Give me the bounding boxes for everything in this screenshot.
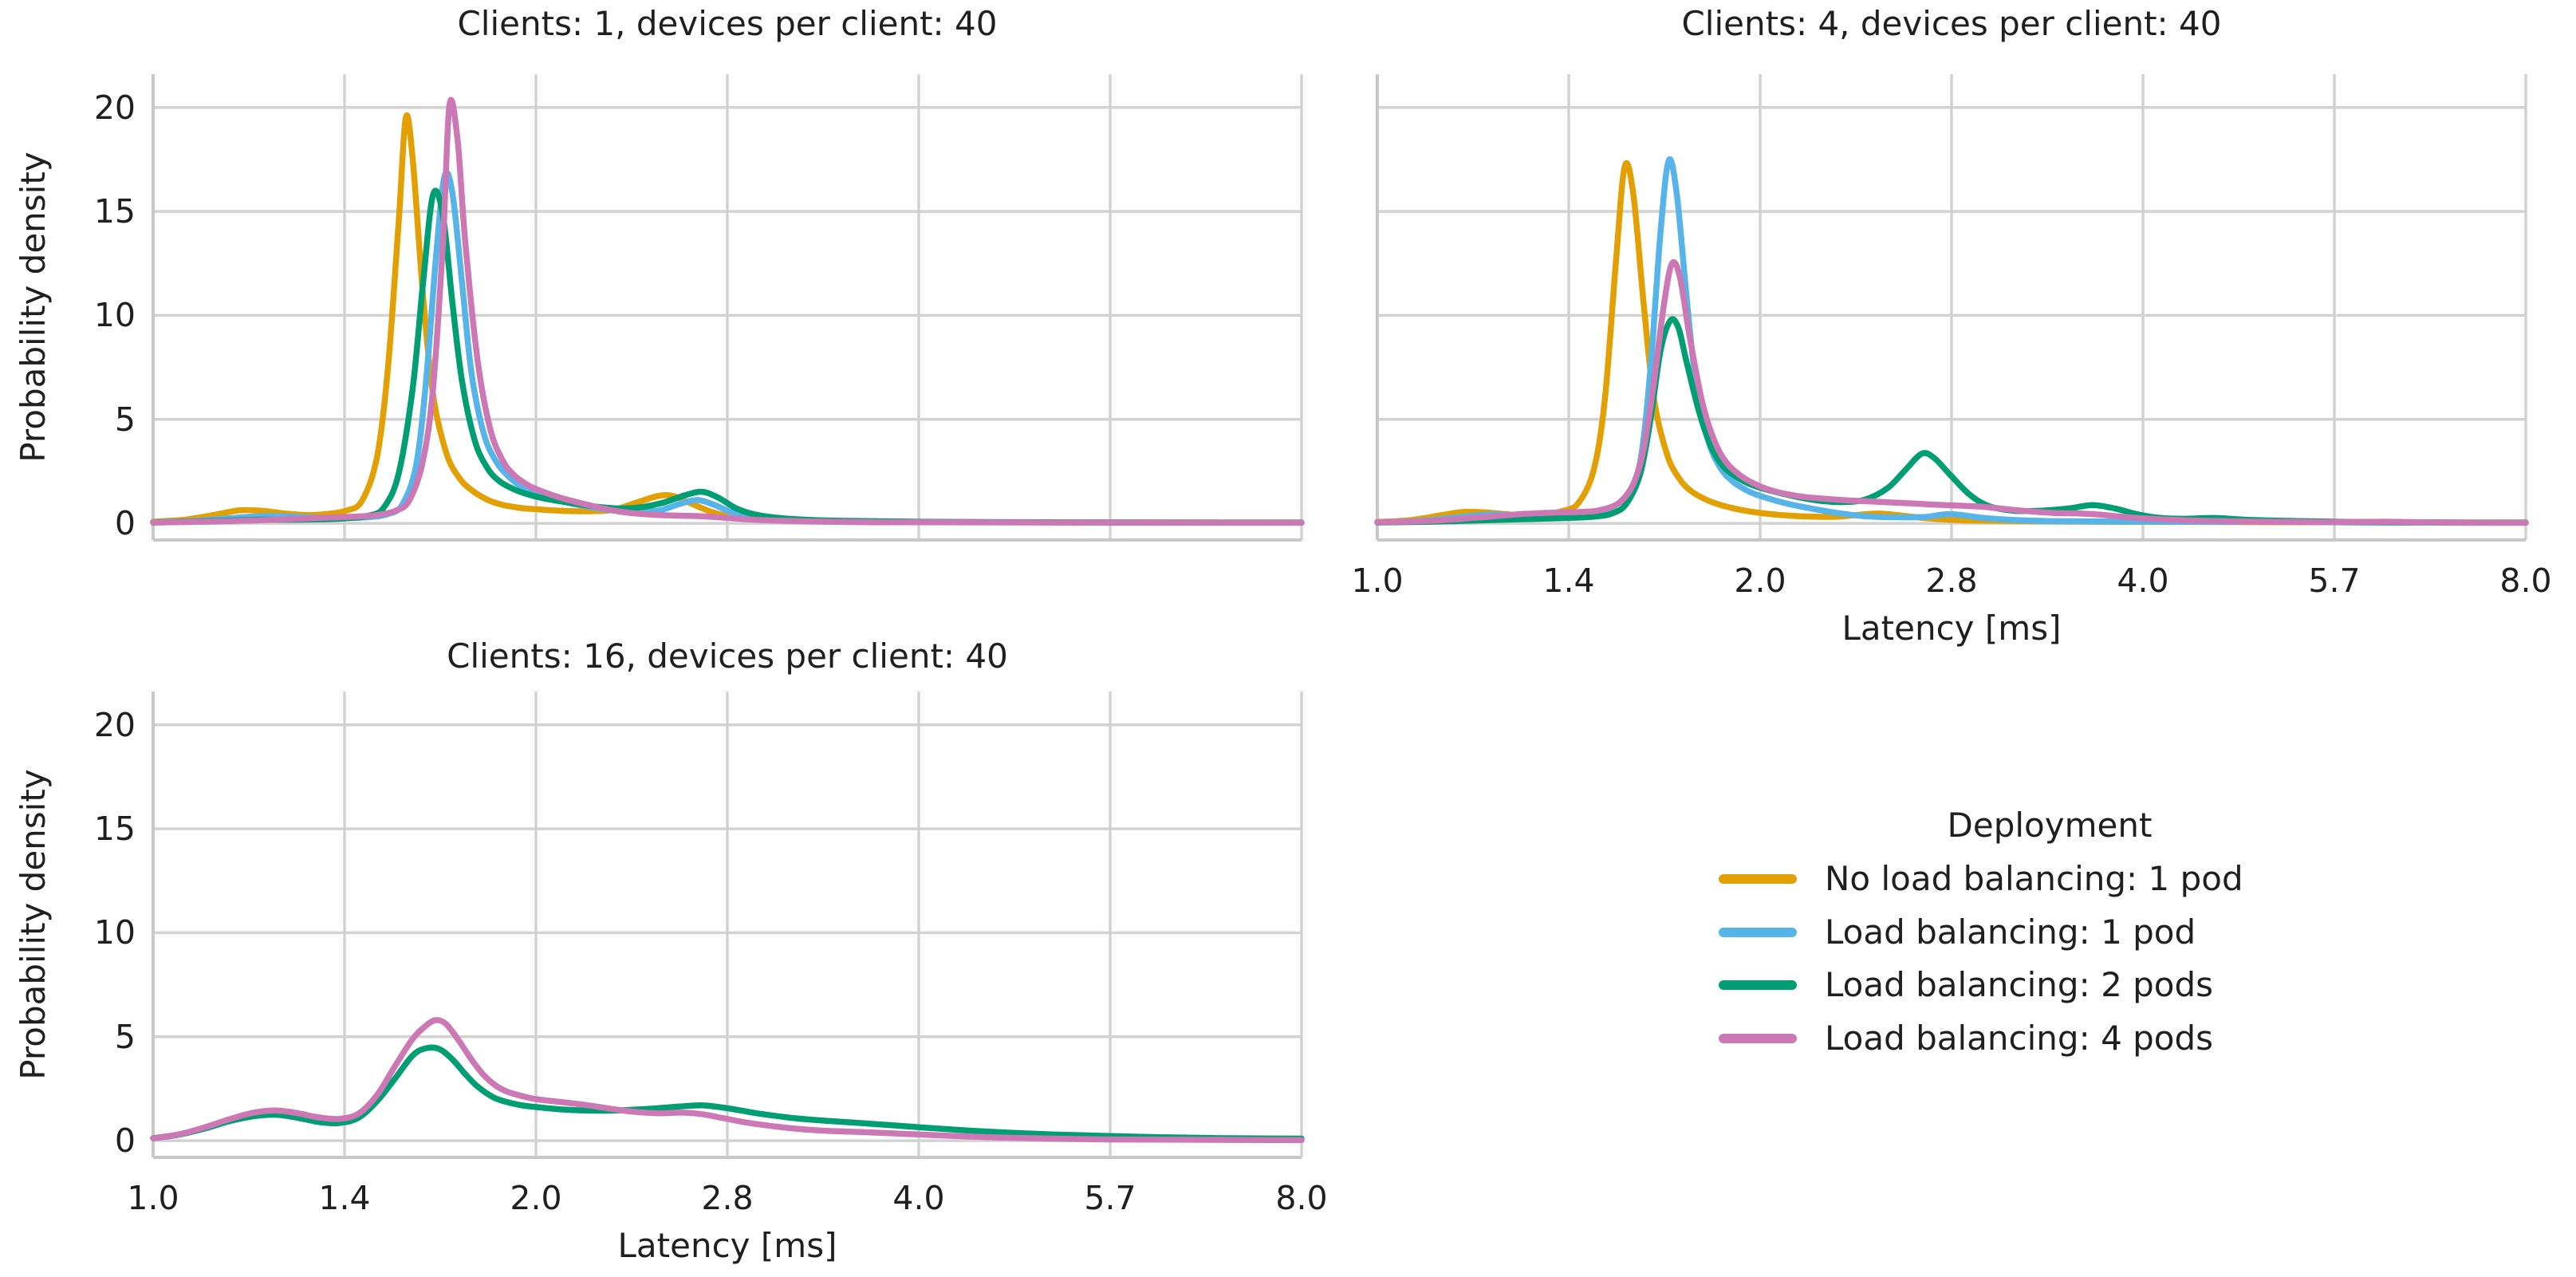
kde-curve-load-balancing-2-pods (150, 1044, 1305, 1142)
panel-title-clients-1: Clients: 1, devices per client: 40 (457, 4, 998, 43)
legend-swatch-no-load-balancing-1-pod (1719, 874, 1797, 884)
y-tick-label: 10 (93, 913, 136, 952)
x-tick-label: 5.7 (2308, 562, 2361, 600)
legend-title: Deployment (1947, 806, 2153, 845)
x-axis-label-clients-4: Latency [ms] (1841, 609, 2062, 648)
kde-curve-load-balancing-4-pods (1374, 258, 2529, 526)
x-tick-label: 1.4 (318, 1179, 371, 1217)
legend-label: Load balancing: 1 pod (1825, 912, 2196, 952)
legend-label: Load balancing: 4 pods (1825, 1018, 2214, 1058)
x-tick-label: 2.0 (1734, 562, 1786, 600)
x-tick-label: 1.0 (127, 1179, 179, 1217)
y-tick-label: 5 (114, 400, 136, 439)
y-tick-label: 20 (93, 705, 136, 744)
legend: Deployment No load balancing: 1 pod Load … (1719, 805, 2420, 1084)
x-tick-label: 2.8 (701, 1179, 754, 1217)
y-tick-label: 5 (114, 1017, 136, 1056)
x-tick-label: 8.0 (1275, 1179, 1328, 1217)
x-tick-label: 2.8 (1925, 562, 1978, 600)
y-tick-label: 0 (114, 504, 136, 543)
x-tick-label: 1.0 (1351, 562, 1404, 600)
plot-area-2 (150, 692, 1305, 1159)
y-tick-label: 10 (93, 296, 136, 335)
panel-title-clients-16: Clients: 16, devices per client: 40 (447, 637, 1008, 676)
panel-title-clients-4: Clients: 4, devices per client: 40 (1681, 4, 2222, 43)
x-tick-label: 8.0 (2499, 562, 2552, 600)
kde-curve-load-balancing-4-pods (150, 1017, 1305, 1144)
legend-swatch-load-balancing-2-pods (1719, 980, 1797, 990)
x-tick-label: 4.0 (2117, 562, 2169, 600)
x-tick-label: 5.7 (1084, 1179, 1136, 1217)
y-tick-label: 20 (93, 88, 136, 127)
plot-area-1 (1374, 74, 2529, 542)
y-tick-label: 0 (114, 1121, 136, 1161)
legend-label: No load balancing: 1 pod (1825, 859, 2243, 898)
legend-swatch-load-balancing-1-pod (1719, 927, 1797, 937)
legend-swatch-load-balancing-4-pods (1719, 1033, 1797, 1043)
legend-label: Load balancing: 2 pods (1825, 965, 2214, 1004)
plot-area-0 (150, 74, 1305, 542)
y-tick-label: 15 (93, 810, 136, 849)
y-tick-label: 15 (93, 192, 136, 231)
x-tick-label: 4.0 (892, 1179, 945, 1217)
x-axis-label-clients-16: Latency [ms] (617, 1226, 837, 1265)
kde-curve-load-balancing-4-pods (150, 97, 1305, 526)
x-tick-label: 1.4 (1542, 562, 1595, 600)
x-tick-label: 2.0 (510, 1179, 562, 1217)
